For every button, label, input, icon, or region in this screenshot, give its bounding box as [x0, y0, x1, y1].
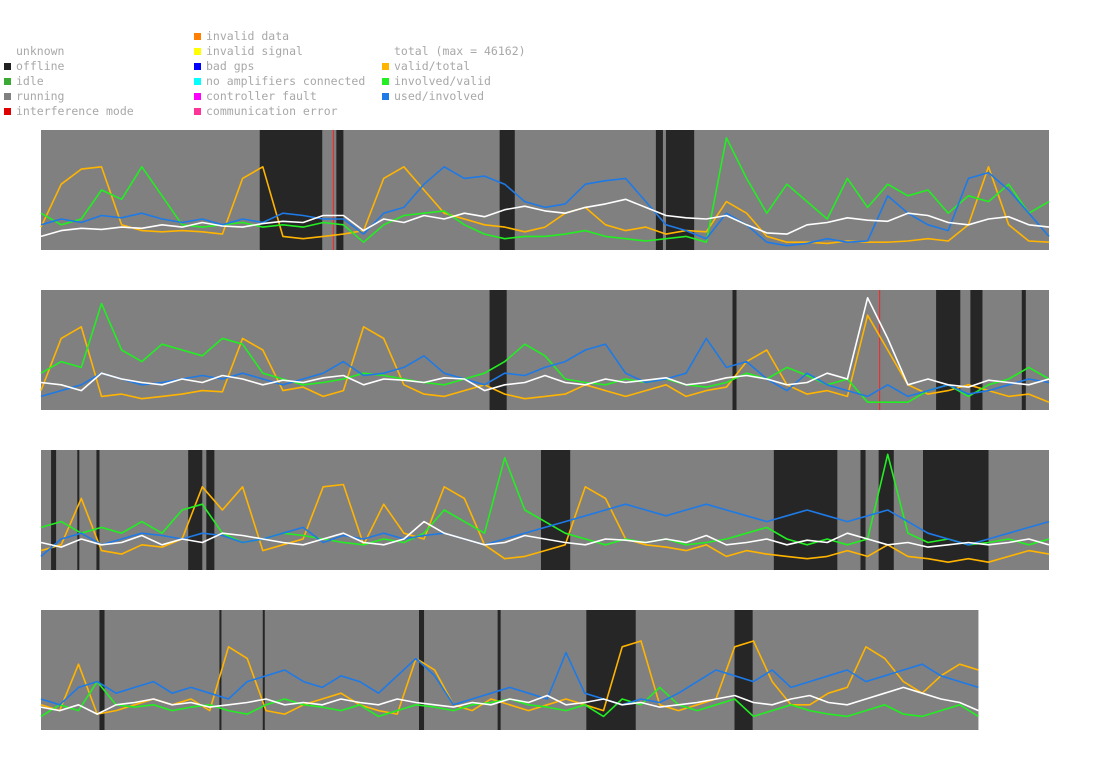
offline-band: [586, 610, 636, 730]
offline-band: [734, 610, 753, 730]
chart-row-4: [40, 610, 979, 730]
offline-band: [499, 130, 515, 250]
offline-band: [262, 610, 265, 730]
series-line-involved: [40, 453, 1050, 546]
series-line-total: [40, 198, 1050, 238]
legend-item-communication-error: communication error: [194, 104, 338, 119]
legend-item-offline: offline: [4, 59, 64, 74]
legend-label: used/involved: [394, 89, 485, 103]
legend-swatch: [194, 63, 201, 70]
legend-label: total (max = 46162): [394, 44, 526, 58]
legend-item-controller-fault: controller fault: [194, 89, 317, 104]
series-line-total: [40, 296, 1050, 392]
legend-swatch: [194, 93, 201, 100]
legend-label: interference mode: [16, 104, 134, 118]
legend-swatch: [194, 33, 201, 40]
legend-label: communication error: [206, 104, 338, 118]
series-line-used: [40, 166, 1050, 247]
legend-label: controller fault: [206, 89, 317, 103]
chart-row-3: [40, 450, 1050, 570]
legend-swatch: [4, 63, 11, 70]
legend-swatch: [4, 78, 11, 85]
legend-swatch: [382, 78, 389, 85]
legend-label: invalid signal: [206, 44, 303, 58]
offline-band: [77, 450, 80, 570]
running-background: [41, 610, 979, 730]
legend-item-bad-gps: bad gps: [194, 59, 254, 74]
legend-item-interference-mode: interference mode: [4, 104, 134, 119]
legend-label: idle: [16, 74, 44, 88]
offline-band: [1021, 290, 1026, 410]
legend-swatch: [4, 108, 11, 115]
offline-band: [188, 450, 203, 570]
offline-band: [99, 610, 105, 730]
offline-band: [219, 610, 222, 730]
legend-label: no amplifiers connected: [206, 74, 366, 88]
offline-band: [489, 290, 507, 410]
series-line-total: [40, 520, 1050, 548]
legend-label: unknown: [16, 44, 65, 58]
offline-band: [925, 450, 989, 570]
legend-swatch: [4, 93, 11, 100]
series-line-valid: [40, 314, 1050, 403]
legend-swatch: [382, 63, 389, 70]
series-line-involved: [40, 137, 1050, 243]
running-background: [41, 130, 1049, 250]
series-line-involved: [40, 302, 1050, 404]
series-line-used: [40, 651, 979, 706]
offline-band: [540, 450, 571, 570]
offline-band: [51, 450, 57, 570]
series-line-valid: [40, 483, 1050, 564]
legend-item-valid-total: valid/total: [382, 59, 470, 74]
legend-label: involved/valid: [394, 74, 491, 88]
series-line-valid: [40, 640, 979, 715]
offline-band: [419, 610, 425, 730]
offline-band: [970, 290, 983, 410]
offline-band: [206, 450, 215, 570]
legend-item-idle: idle: [4, 74, 44, 89]
offline-band: [96, 450, 100, 570]
legend-label: offline: [16, 59, 65, 73]
offline-band: [336, 130, 344, 250]
offline-band: [860, 450, 866, 570]
legend-item-invalid-signal: invalid signal: [194, 44, 303, 59]
legend-item-running: running: [4, 89, 64, 104]
offline-band: [732, 290, 737, 410]
series-line-used: [40, 503, 1050, 558]
legend-swatch: [194, 48, 201, 55]
legend-item-used-involved: used/involved: [382, 89, 484, 104]
legend-label: running: [16, 89, 65, 103]
legend-label: bad gps: [206, 59, 255, 73]
legend-label: valid/total: [394, 59, 471, 73]
chart-row-2: [40, 290, 1050, 410]
legend-item-total-max-46162: total (max = 46162): [382, 44, 526, 59]
legend-item-invalid-data: invalid data: [194, 29, 289, 44]
legend-swatch: [194, 108, 201, 115]
series-line-used: [40, 337, 1050, 398]
legend-item-no-amplifiers-connected: no amplifiers connected: [194, 74, 365, 89]
series-line-valid: [40, 166, 1050, 245]
legend-item-involved-valid: involved/valid: [382, 74, 491, 89]
offline-band: [655, 130, 663, 250]
legend-swatch: [382, 93, 389, 100]
legend-swatch: [194, 78, 201, 85]
legend-item-unknown: unknown: [4, 44, 64, 59]
legend-label: invalid data: [206, 29, 290, 43]
chart-row-1: [40, 130, 1050, 250]
series-line-total: [40, 686, 979, 715]
offline-band: [497, 610, 501, 730]
